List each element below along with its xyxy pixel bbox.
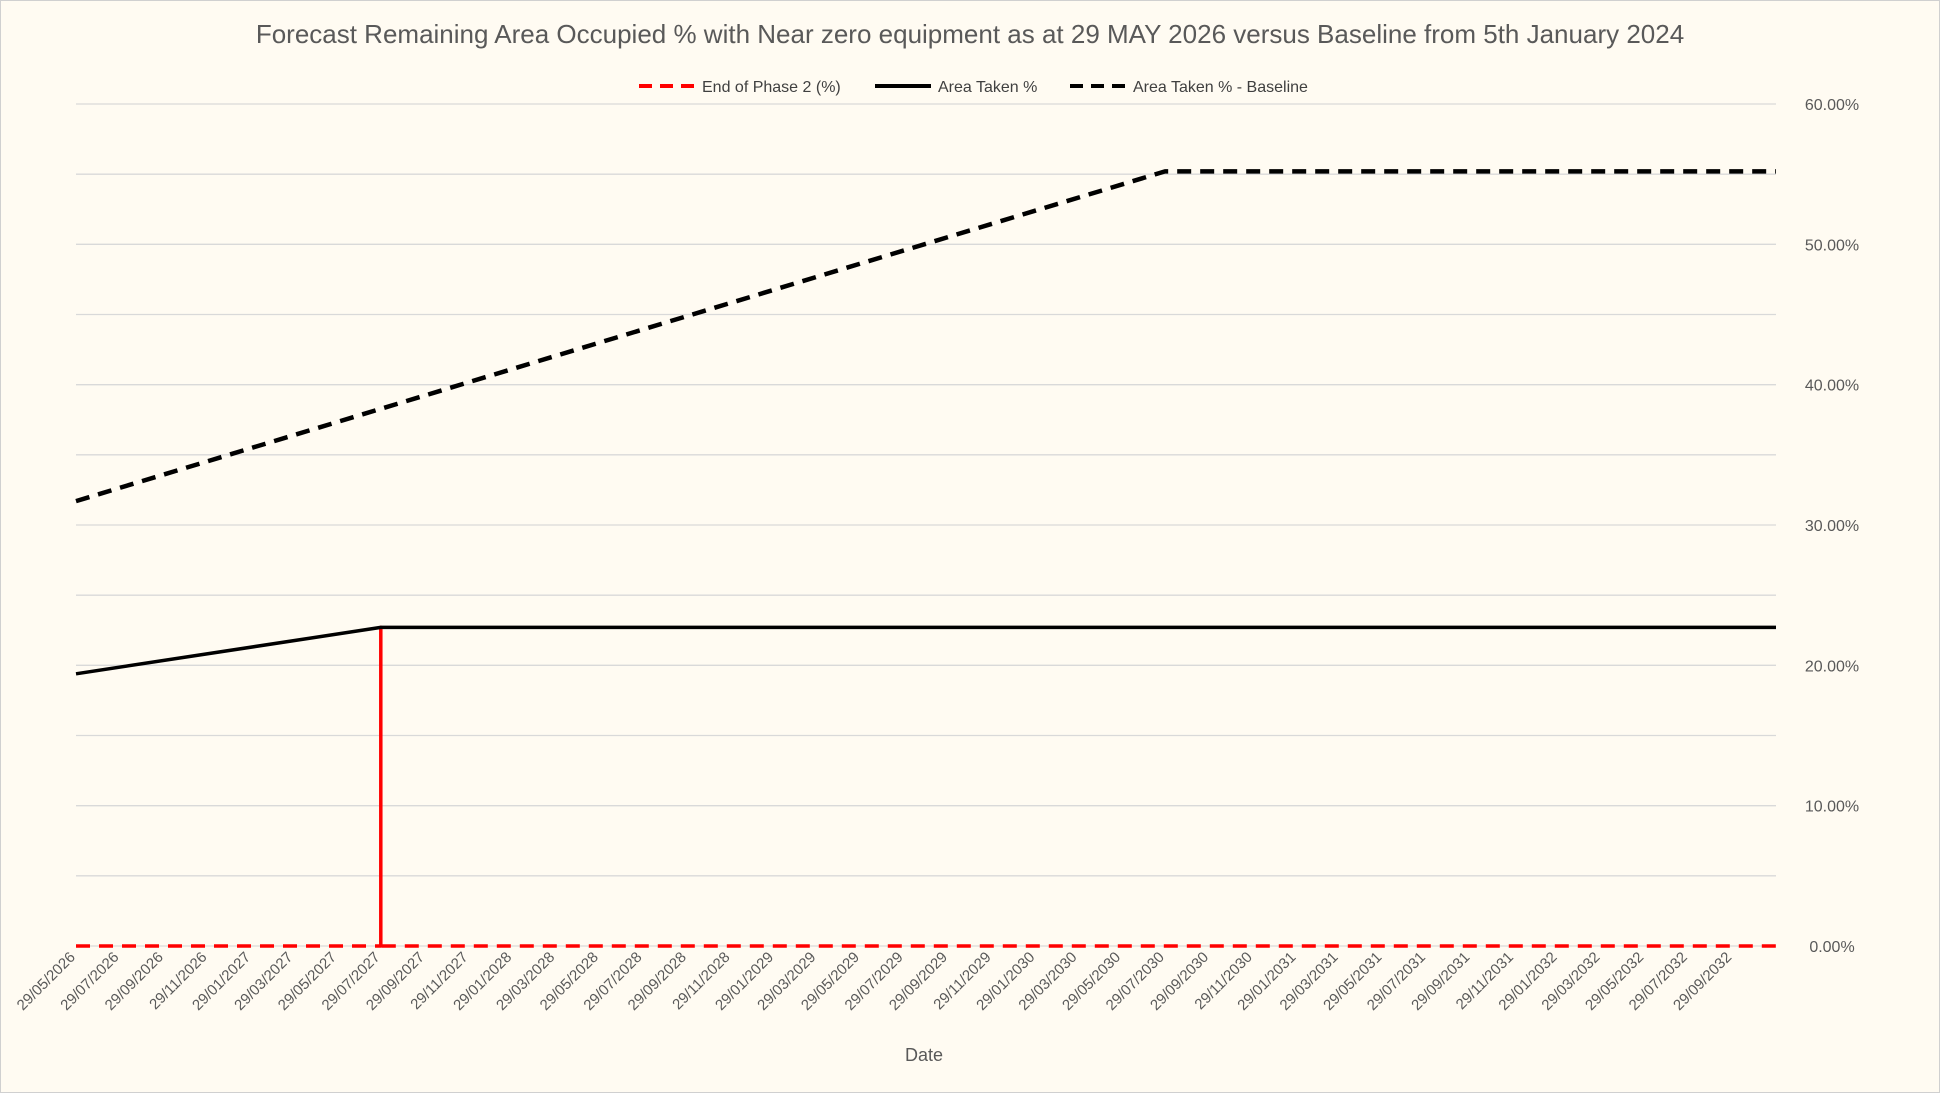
y-tick-label: 60.00% — [1805, 97, 1859, 114]
y-tick-label: 50.00% — [1805, 237, 1859, 254]
y-tick-label: 10.00% — [1805, 799, 1859, 816]
y-axis-tick-labels: 0.00% 10.00% 20.00% 30.00% 40.00% 50.00% 60.00… — [1805, 97, 1859, 956]
x-axis-tick-labels: 29/05/202629/07/202629/09/202629/11/2026… — [14, 949, 1735, 1014]
x-axis-title: Date — [905, 1045, 943, 1065]
chart-title: Forecast Remaining Area Occupied % with … — [256, 19, 1684, 49]
y-tick-label: 40.00% — [1805, 378, 1859, 395]
y-tick-label: 0.00% — [1809, 939, 1854, 956]
legend-label: Area Taken % — [938, 79, 1037, 96]
legend-label: End of Phase 2 (%) — [702, 79, 841, 96]
series-layer — [75, 169, 1776, 948]
series-line — [75, 625, 1776, 676]
gridlines — [76, 103, 1776, 947]
series-line — [75, 169, 1776, 504]
y-tick-label: 20.00% — [1805, 658, 1859, 675]
legend: End of Phase 2 (%) Area Taken % Area Taken… — [639, 79, 1308, 96]
legend-label: Area Taken % - Baseline — [1133, 79, 1308, 96]
y-tick-label: 30.00% — [1805, 518, 1859, 535]
series-line — [76, 625, 1776, 948]
